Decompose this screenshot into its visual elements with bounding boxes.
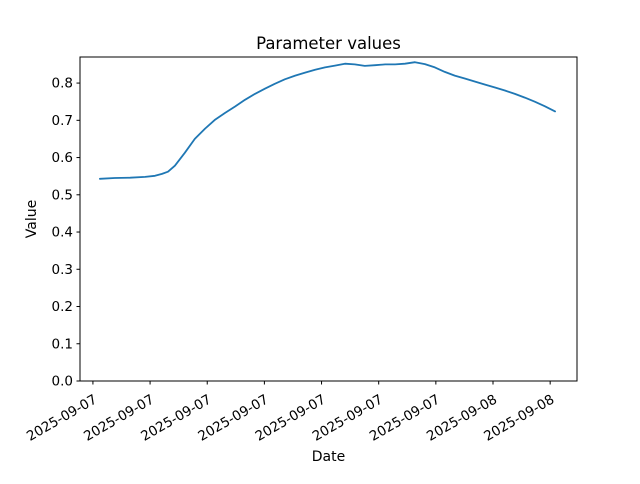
plot-border	[79, 56, 578, 382]
x-axis-ticks: 2025-09-072025-09-072025-09-072025-09-07…	[24, 381, 557, 445]
y-axis-label: Value	[24, 200, 40, 238]
y-tick-label: 0.6	[52, 150, 73, 166]
x-axis-label: Date	[312, 449, 345, 465]
y-tick-label: 0.1	[52, 336, 73, 352]
y-tick-label: 0.8	[52, 76, 73, 92]
y-tick-label: 0.0	[52, 374, 73, 390]
data-line	[99, 61, 556, 180]
y-tick-label: 0.3	[52, 262, 73, 278]
y-tick-label: 0.2	[52, 299, 73, 315]
y-tick-label: 0.7	[52, 113, 73, 129]
y-tick-label: 0.4	[52, 225, 73, 241]
y-axis-ticks: 0.0 0.1 0.2 0.3 0.4 0.5 0.6 0.7 0.8	[52, 76, 80, 390]
y-tick-label: 0.5	[52, 187, 73, 203]
chart-title: Parameter values	[256, 34, 401, 53]
